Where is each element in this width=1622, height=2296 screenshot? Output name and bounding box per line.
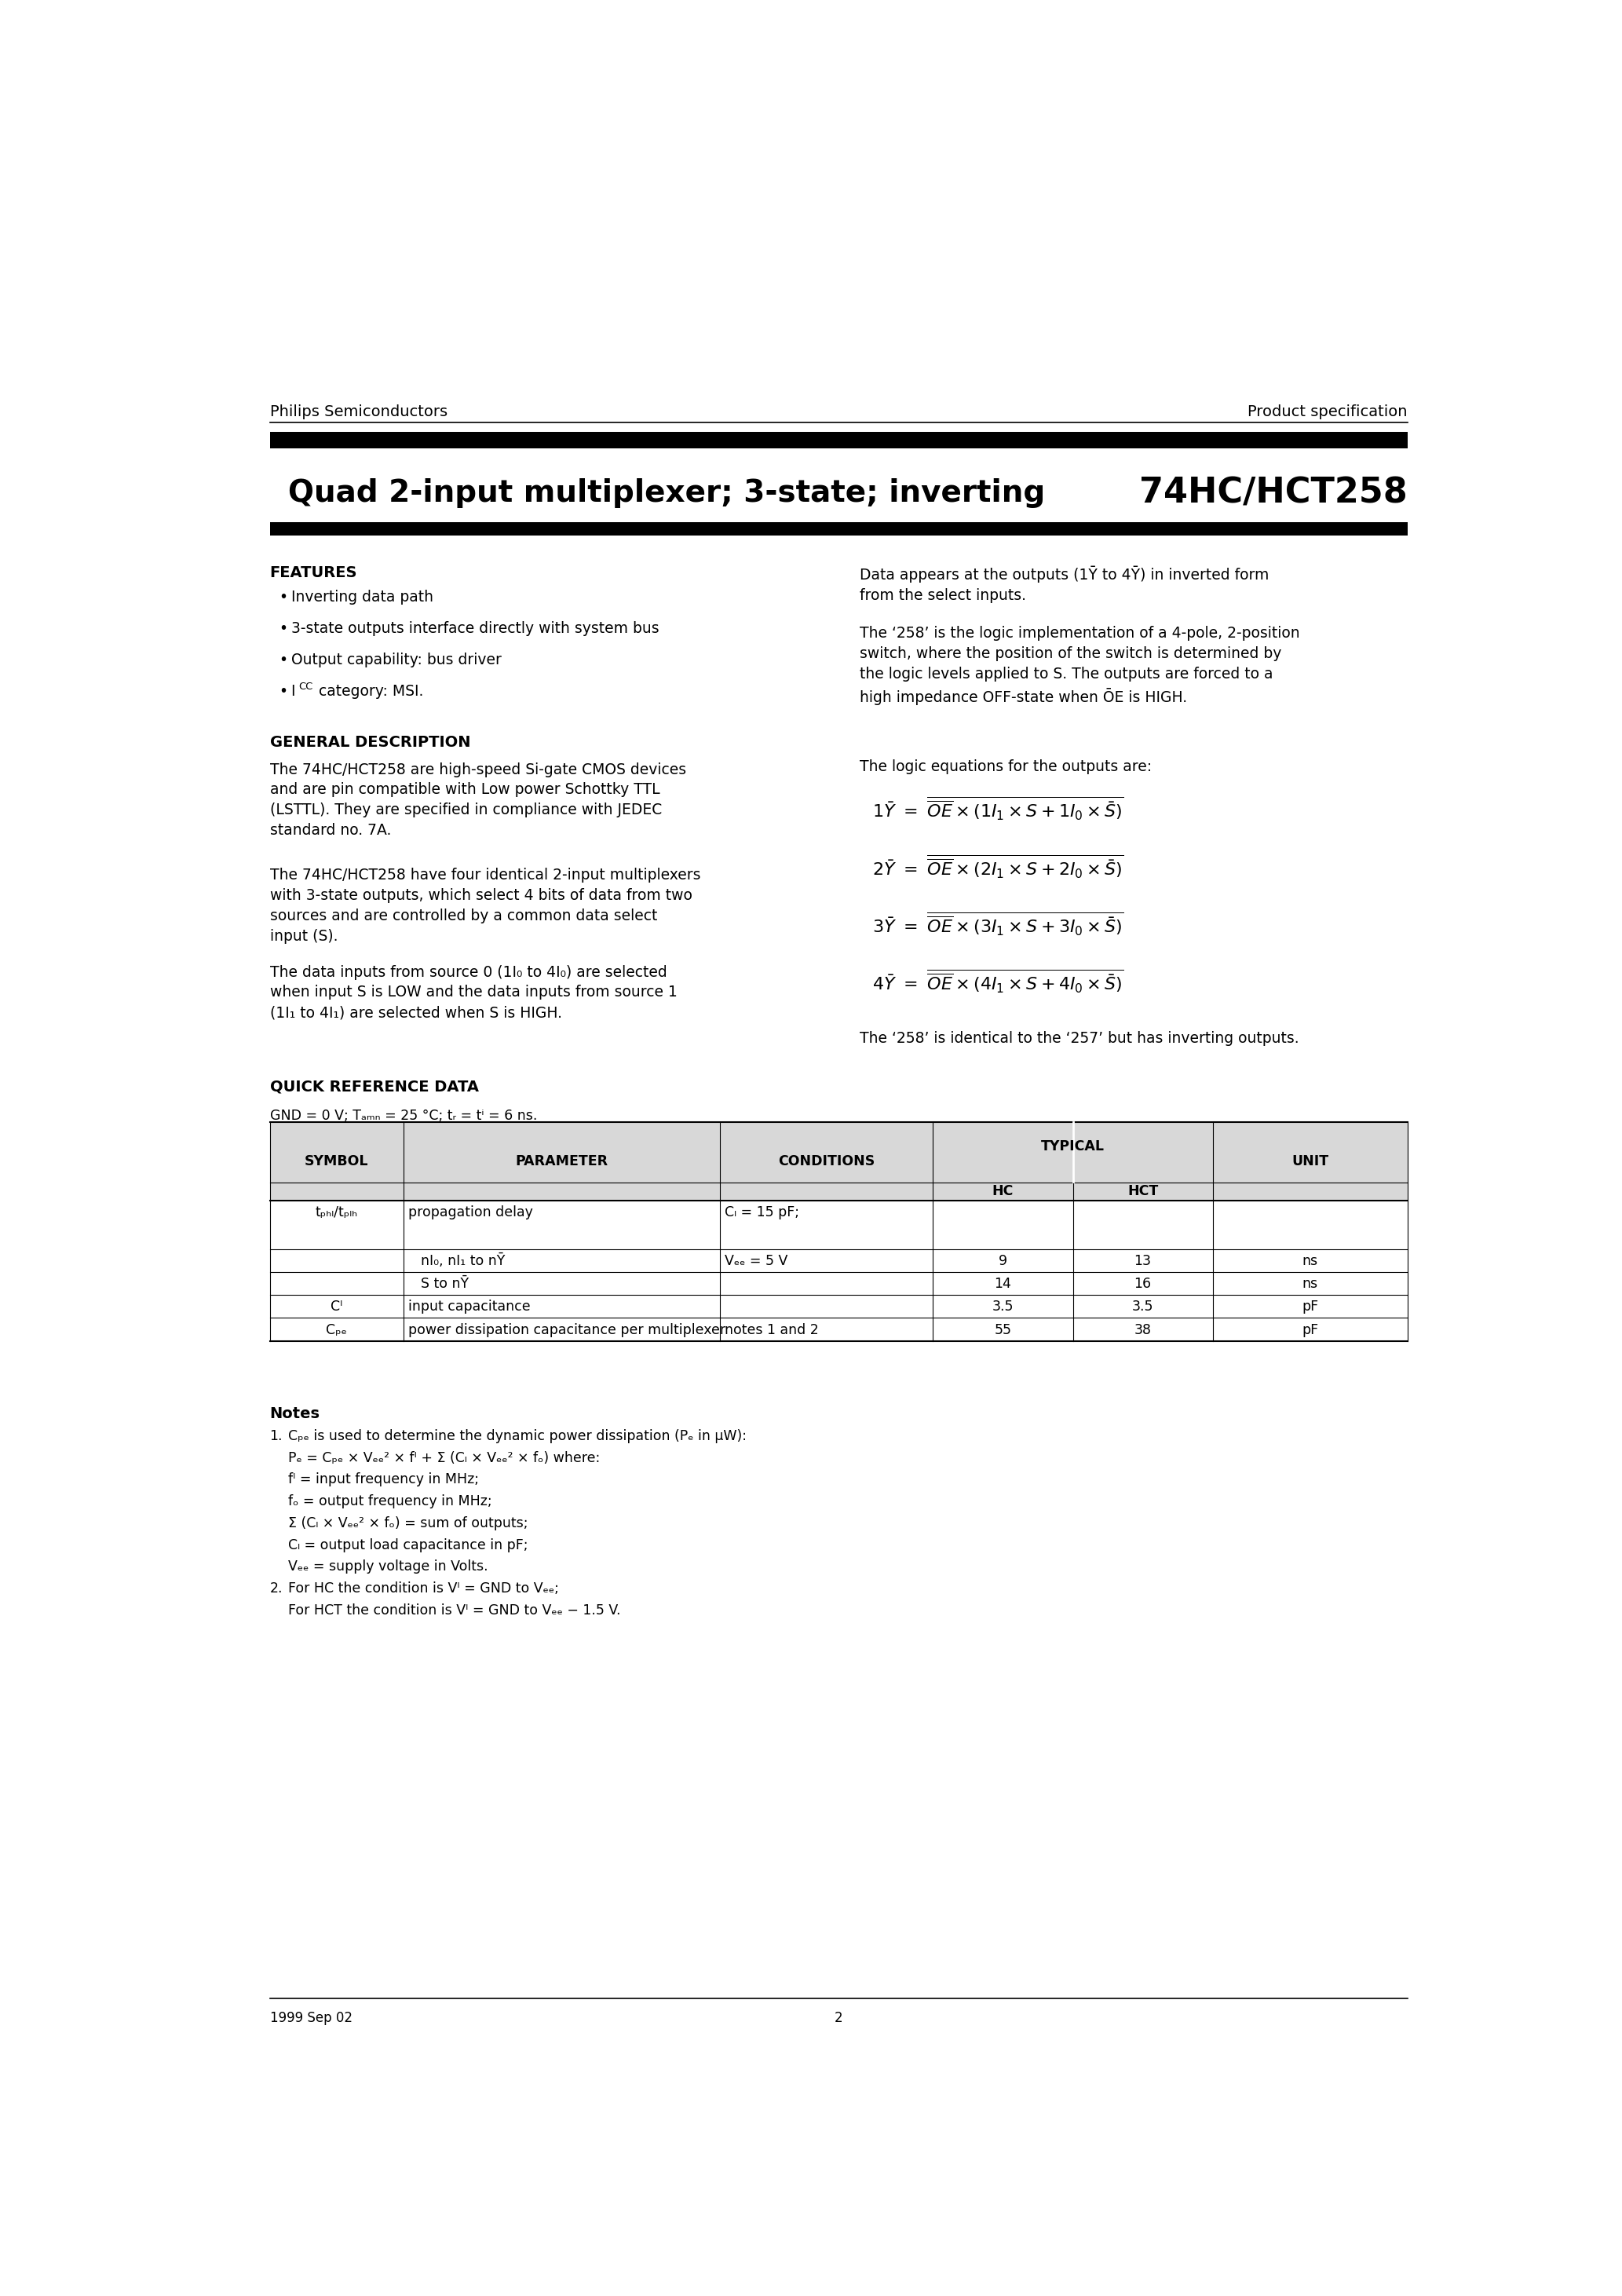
Text: GND = 0 V; Tₐₘₙ = 25 °C; tᵣ = tⁱ = 6 ns.: GND = 0 V; Tₐₘₙ = 25 °C; tᵣ = tⁱ = 6 ns. (269, 1109, 537, 1123)
Text: tₚₕₗ/tₚₗₕ: tₚₕₗ/tₚₗₕ (315, 1205, 358, 1219)
Text: 13: 13 (1134, 1254, 1152, 1267)
Text: •: • (279, 684, 287, 700)
Text: Vₑₑ = supply voltage in Volts.: Vₑₑ = supply voltage in Volts. (289, 1559, 488, 1573)
Text: ns: ns (1302, 1277, 1319, 1290)
Text: Product specification: Product specification (1247, 404, 1408, 418)
Text: 55: 55 (994, 1322, 1012, 1336)
Text: propagation delay: propagation delay (409, 1205, 534, 1219)
Text: Cₗ = output load capacitance in pF;: Cₗ = output load capacitance in pF; (289, 1538, 527, 1552)
Text: power dissipation capacitance per multiplexer: power dissipation capacitance per multip… (409, 1322, 725, 1336)
Text: TYPICAL: TYPICAL (1041, 1139, 1105, 1153)
Text: PARAMETER: PARAMETER (516, 1155, 608, 1169)
Text: •: • (279, 622, 287, 636)
Text: fᴵ = input frequency in MHz;: fᴵ = input frequency in MHz; (289, 1472, 478, 1488)
Text: I: I (290, 684, 295, 700)
Text: 74HC/HCT258: 74HC/HCT258 (1139, 475, 1408, 510)
Text: fₒ = output frequency in MHz;: fₒ = output frequency in MHz; (289, 1495, 491, 1508)
Text: input capacitance: input capacitance (409, 1300, 530, 1313)
Text: The 74HC/HCT258 have four identical 2-input multiplexers
with 3-state outputs, w: The 74HC/HCT258 have four identical 2-in… (269, 868, 701, 944)
Text: pF: pF (1302, 1322, 1319, 1336)
Text: 2: 2 (834, 2011, 843, 2025)
Text: $2\bar{Y}\ =\ \overline{\overline{OE}\times(2I_1\times S+2I_0\times\bar{S})}$: $2\bar{Y}\ =\ \overline{\overline{OE}\ti… (873, 852, 1124, 879)
Text: HC: HC (993, 1185, 1014, 1199)
Text: 3-state outputs interface directly with system bus: 3-state outputs interface directly with … (290, 622, 659, 636)
Text: The ‘258’ is the logic implementation of a 4-pole, 2-position
switch, where the : The ‘258’ is the logic implementation of… (860, 627, 1299, 705)
Text: $4\bar{Y}\ =\ \overline{\overline{OE}\times(4I_1\times S+4I_0\times\bar{S})}$: $4\bar{Y}\ =\ \overline{\overline{OE}\ti… (873, 969, 1124, 994)
Text: notes 1 and 2: notes 1 and 2 (725, 1322, 819, 1336)
Text: Vₑₑ = 5 V: Vₑₑ = 5 V (725, 1254, 788, 1267)
Text: UNIT: UNIT (1291, 1155, 1328, 1169)
Text: 16: 16 (1134, 1277, 1152, 1290)
Text: Data appears at the outputs (1Ȳ to 4Ȳ) in inverted form
from the select inputs.: Data appears at the outputs (1Ȳ to 4Ȳ) i… (860, 565, 1268, 604)
Text: GENERAL DESCRIPTION: GENERAL DESCRIPTION (269, 735, 470, 751)
Text: FEATURES: FEATURES (269, 565, 357, 581)
Text: Pₑ = Cₚₑ × Vₑₑ² × fᴵ + Σ (Cₗ × Vₑₑ² × fₒ) where:: Pₑ = Cₚₑ × Vₑₑ² × fᴵ + Σ (Cₗ × Vₑₑ² × fₒ… (289, 1451, 600, 1465)
Text: Quad 2-input multiplexer; 3-state; inverting: Quad 2-input multiplexer; 3-state; inver… (289, 478, 1045, 507)
Bar (269, 521, 1408, 535)
Text: The data inputs from source 0 (1I₀ to 4I₀) are selected
when input S is LOW and : The data inputs from source 0 (1I₀ to 4I… (269, 964, 676, 1019)
Bar (269, 1123, 1408, 1201)
Text: Σ (Cₗ × Vₑₑ² × fₒ) = sum of outputs;: Σ (Cₗ × Vₑₑ² × fₒ) = sum of outputs; (289, 1515, 527, 1531)
Text: 38: 38 (1134, 1322, 1152, 1336)
Text: S to nȲ: S to nȲ (420, 1277, 469, 1290)
Text: SYMBOL: SYMBOL (305, 1155, 368, 1169)
Text: 1999 Sep 02: 1999 Sep 02 (269, 2011, 352, 2025)
Text: •: • (279, 652, 287, 668)
Text: ns: ns (1302, 1254, 1319, 1267)
Text: 3.5: 3.5 (993, 1300, 1014, 1313)
Text: The logic equations for the outputs are:: The logic equations for the outputs are: (860, 760, 1152, 774)
Text: 3.5: 3.5 (1132, 1300, 1153, 1313)
Text: nI₀, nI₁ to nȲ: nI₀, nI₁ to nȲ (420, 1254, 504, 1267)
Text: Inverting data path: Inverting data path (290, 590, 433, 604)
Text: $1\bar{Y}\ =\ \overline{\overline{OE}\times(1I_1\times S+1I_0\times\bar{S})}$: $1\bar{Y}\ =\ \overline{\overline{OE}\ti… (873, 794, 1124, 822)
Text: The ‘258’ is identical to the ‘257’ but has inverting outputs.: The ‘258’ is identical to the ‘257’ but … (860, 1031, 1299, 1047)
Text: Philips Semiconductors: Philips Semiconductors (269, 404, 448, 418)
Text: Output capability: bus driver: Output capability: bus driver (290, 652, 501, 668)
Text: category: MSI.: category: MSI. (315, 684, 423, 700)
Text: CONDITIONS: CONDITIONS (779, 1155, 874, 1169)
Text: HCT: HCT (1127, 1185, 1158, 1199)
Text: pF: pF (1302, 1300, 1319, 1313)
Text: For HC the condition is Vᴵ = GND to Vₑₑ;: For HC the condition is Vᴵ = GND to Vₑₑ; (289, 1582, 558, 1596)
Text: For HCT the condition is Vᴵ = GND to Vₑₑ − 1.5 V.: For HCT the condition is Vᴵ = GND to Vₑₑ… (289, 1603, 621, 1616)
Text: CC: CC (298, 682, 313, 691)
Text: Cₗ = 15 pF;: Cₗ = 15 pF; (725, 1205, 800, 1219)
Text: $3\bar{Y}\ =\ \overline{\overline{OE}\times(3I_1\times S+3I_0\times\bar{S})}$: $3\bar{Y}\ =\ \overline{\overline{OE}\ti… (873, 912, 1124, 937)
Text: Cₚₑ: Cₚₑ (326, 1322, 347, 1336)
Text: Cᴵ: Cᴵ (331, 1300, 342, 1313)
Text: 14: 14 (994, 1277, 1012, 1290)
Text: •: • (279, 590, 287, 604)
Text: 2.: 2. (269, 1582, 282, 1596)
Text: 9: 9 (999, 1254, 1007, 1267)
Text: Notes: Notes (269, 1405, 320, 1421)
Text: 1.: 1. (269, 1428, 282, 1444)
Text: QUICK REFERENCE DATA: QUICK REFERENCE DATA (269, 1079, 478, 1095)
Text: Cₚₑ is used to determine the dynamic power dissipation (Pₑ in μW):: Cₚₑ is used to determine the dynamic pow… (289, 1428, 746, 1444)
Text: The 74HC/HCT258 are high-speed Si-gate CMOS devices
and are pin compatible with : The 74HC/HCT258 are high-speed Si-gate C… (269, 762, 686, 838)
Bar (269, 432, 1408, 448)
